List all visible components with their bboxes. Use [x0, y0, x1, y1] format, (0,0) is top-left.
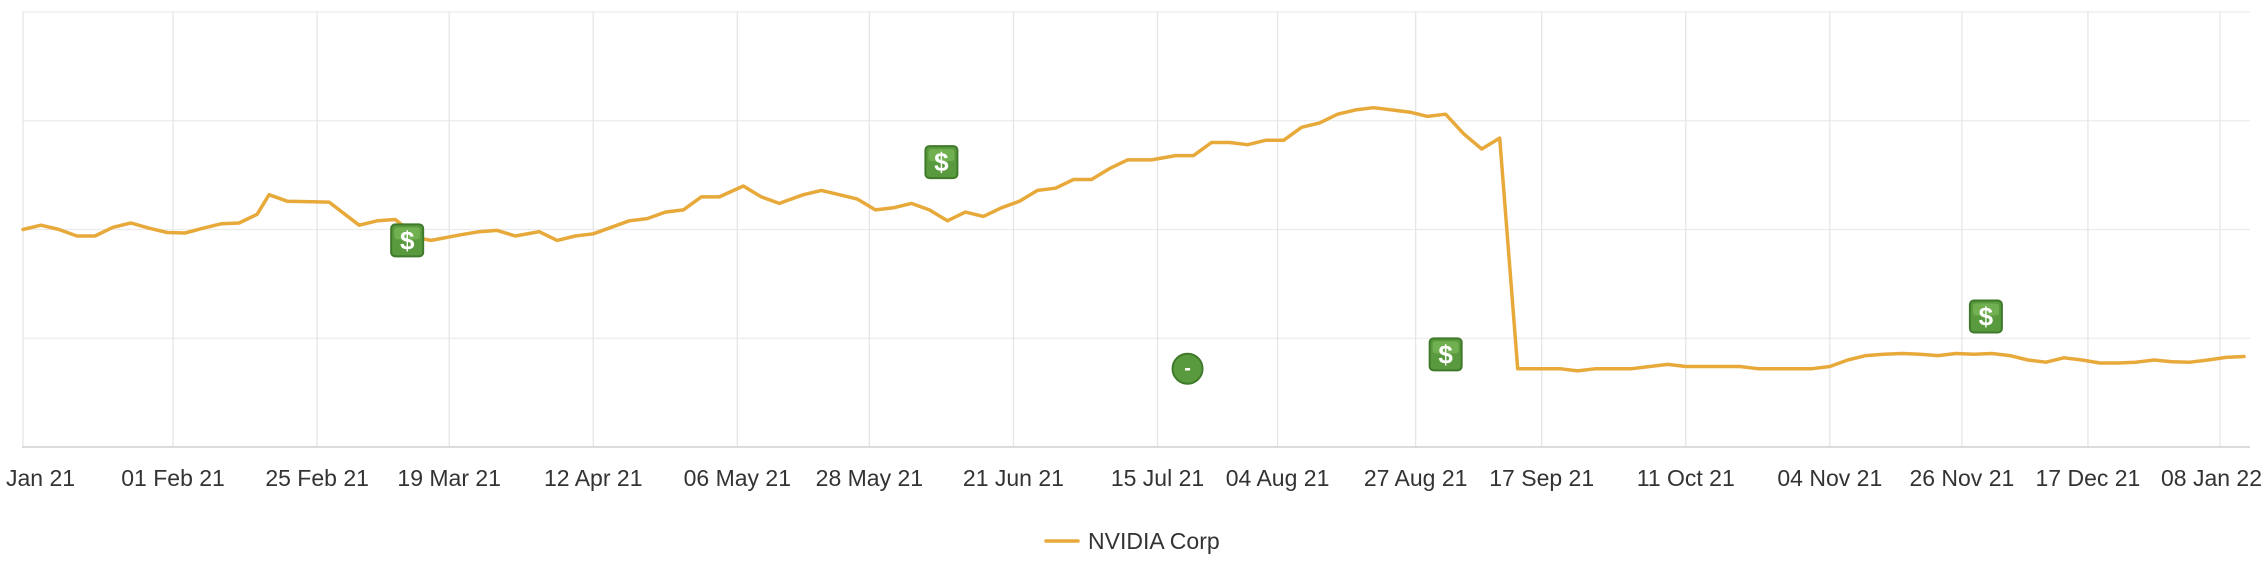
split-marker-symbol: - — [1184, 358, 1191, 380]
x-tick-label: 04 Nov 21 — [1777, 465, 1882, 491]
x-axis-ticks: Jan 21 01 Feb 21 25 Feb 21 19 Mar 21 12 Apr … — [6, 465, 2262, 491]
x-tick-label: 11 Oct 21 — [1637, 465, 1735, 491]
dividend-marker-shine — [1972, 303, 1999, 316]
x-tick-label: 12 Apr 21 — [544, 465, 642, 491]
x-tick-label: 08 Jan 22 — [2161, 465, 2262, 491]
dividend-marker[interactable]: $ — [390, 223, 425, 258]
x-tick-label: 01 Feb 21 — [121, 465, 225, 491]
x-tick-label: 26 Nov 21 — [1909, 465, 2014, 491]
dividend-marker-shine — [394, 227, 421, 240]
dividend-marker[interactable]: $ — [1428, 337, 1463, 372]
legend-label[interactable]: NVIDIA Corp — [1088, 528, 1220, 554]
x-tick-label: Jan 21 — [6, 465, 75, 491]
legend[interactable]: NVIDIA Corp — [1044, 528, 1220, 554]
x-tick-label: 06 May 21 — [684, 465, 791, 491]
dividend-marker-symbol: $ — [400, 225, 415, 255]
x-tick-label: 27 Aug 21 — [1364, 465, 1468, 491]
x-tick-label: 15 Jul 21 — [1111, 465, 1204, 491]
dividend-marker[interactable]: $ — [1968, 299, 2003, 334]
x-tick-label: 25 Feb 21 — [265, 465, 369, 491]
x-tick-label: 19 Mar 21 — [397, 465, 501, 491]
x-tick-label: 17 Dec 21 — [2036, 465, 2141, 491]
marker-layer: $ $ - $ $ — [390, 145, 2003, 385]
dividend-marker-shine — [1432, 341, 1459, 354]
split-marker-circle — [1171, 352, 1204, 385]
series-layer — [21, 105, 2246, 373]
dividend-marker-shine — [928, 149, 955, 162]
x-tick-label: 17 Sep 21 — [1489, 465, 1594, 491]
series-line — [21, 105, 2246, 373]
dividend-marker[interactable]: $ — [924, 145, 959, 180]
dividend-marker-symbol: $ — [1438, 339, 1453, 369]
dividend-marker-symbol: $ — [934, 147, 949, 177]
x-tick-label: 28 May 21 — [816, 465, 923, 491]
x-tick-label: 04 Aug 21 — [1226, 465, 1330, 491]
grid-layer — [22, 11, 2250, 448]
split-marker[interactable]: - — [1171, 352, 1204, 385]
dividend-marker-symbol: $ — [1979, 302, 1994, 332]
x-tick-label: 21 Jun 21 — [963, 465, 1064, 491]
